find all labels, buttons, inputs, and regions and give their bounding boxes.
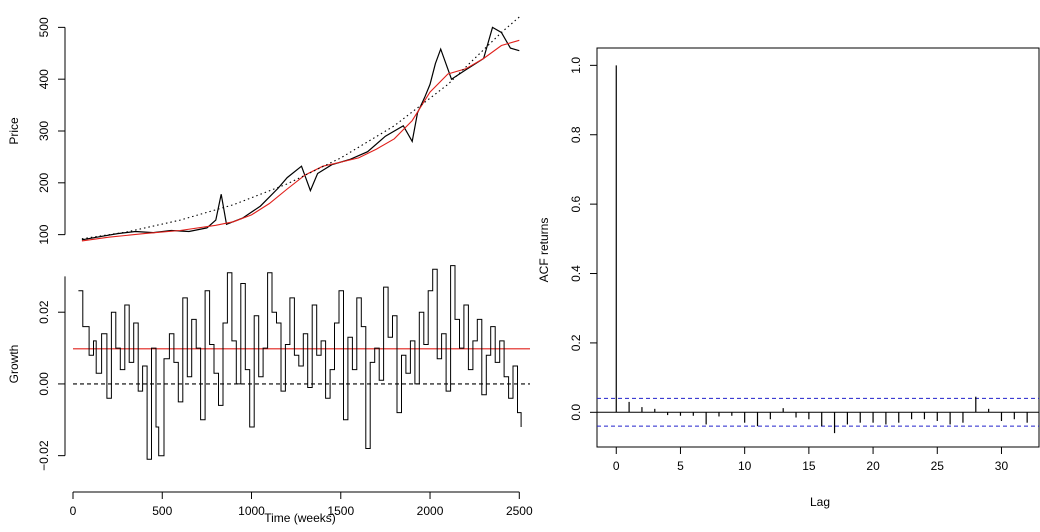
acf-x-tick-label: 25 [931, 459, 945, 473]
time-x-tick-label: 500 [152, 504, 172, 518]
acf-x-tick-label: 10 [738, 459, 752, 473]
time-x-tick-label: 2500 [506, 504, 533, 518]
acf-y-tick-label: 0.2 [569, 334, 583, 351]
acf-y-tick-label: 0.8 [569, 126, 583, 143]
growth-y-tick-label: 0.02 [37, 300, 51, 324]
growth-y-tick-label: 0.00 [37, 372, 51, 396]
time-x-tick-label: 1000 [238, 504, 265, 518]
price-y-axis-label: Price [7, 117, 21, 145]
acf-y-tick-label: 0.4 [569, 265, 583, 282]
acf-y-axis-label: ACF returns [537, 218, 551, 283]
acf-y-tick-label: 1.0 [569, 57, 583, 74]
acf-y-tick-label: 0.6 [569, 195, 583, 212]
price-y-tick-label: 300 [37, 121, 51, 141]
price-series-smoothed [81, 39, 520, 242]
time-x-tick-label: 0 [70, 504, 77, 518]
price-y-tick-label: 500 [37, 17, 51, 37]
price-y-tick-label: 100 [37, 224, 51, 244]
acf-x-tick-label: 30 [995, 459, 1009, 473]
growth-y-tick-label: −0.02 [37, 440, 51, 471]
acf-x-tick-label: 5 [677, 459, 684, 473]
acf-x-tick-label: 20 [866, 459, 880, 473]
time-x-axis-label: Time (weeks) [264, 511, 336, 525]
acf-x-tick-label: 0 [613, 459, 620, 473]
price-y-tick-label: 200 [37, 172, 51, 192]
growth-y-axis-label: Growth [7, 345, 21, 384]
price-series-trend [81, 16, 520, 240]
price-series-observed [81, 26, 520, 241]
acf-x-axis-label: Lag [810, 495, 830, 509]
acf-x-tick-label: 15 [802, 459, 816, 473]
growth-series-step [78, 265, 522, 460]
acf-plot-frame [596, 47, 1040, 448]
time-x-tick-label: 1500 [327, 504, 354, 518]
time-x-tick-label: 2000 [417, 504, 444, 518]
price-y-tick-label: 400 [37, 69, 51, 89]
acf-y-tick-label: 0.0 [569, 404, 583, 421]
